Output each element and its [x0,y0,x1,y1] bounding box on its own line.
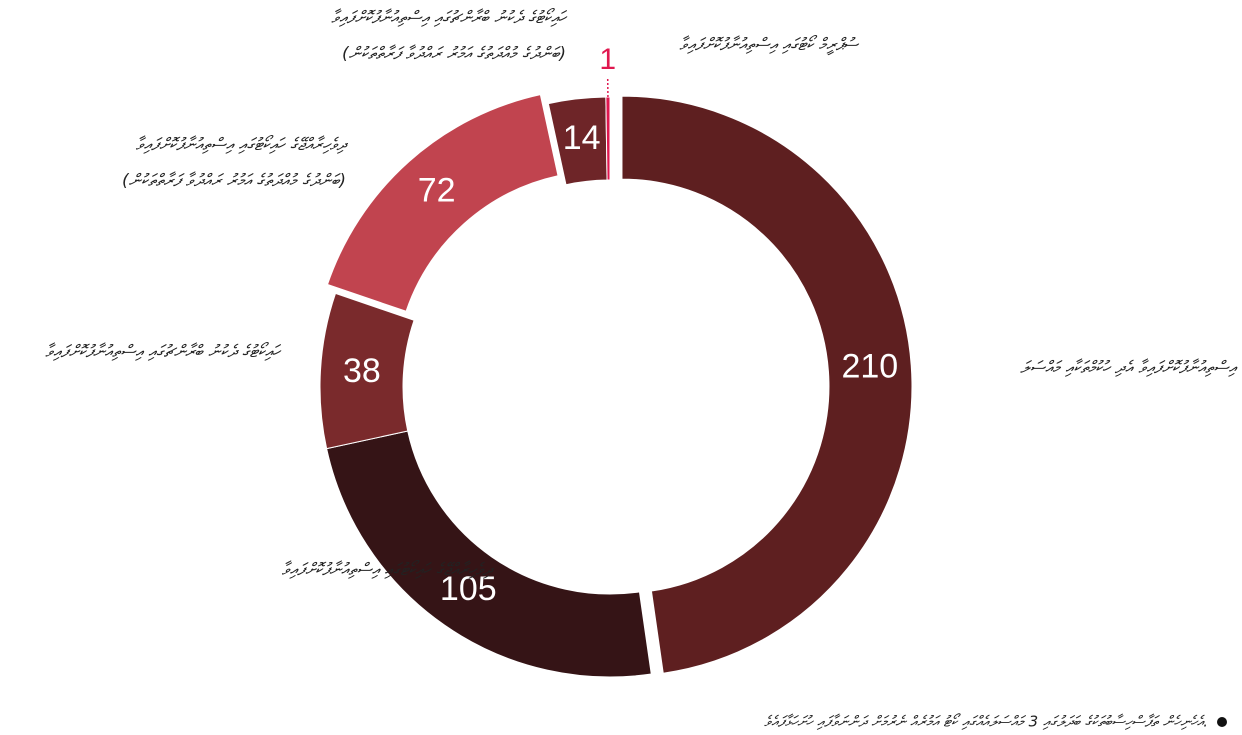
bullet [1217,717,1227,727]
donut-segment [326,430,652,678]
value-label: 210 [841,347,898,385]
value-label: 1 [599,43,616,76]
category-label: އިސްތިއުނާފުކޮށްފައިވާ އެދި ހުކުމްތަކާއި… [1020,358,1237,378]
donut-segment [319,292,415,450]
value-label: 105 [440,570,497,608]
donut-segment [605,96,611,181]
value-label: 72 [418,172,456,210]
category-label: (ބަންދުގެ މުއްދަތުގެ އަމުރު ރައްދުވާ ފަރ… [122,171,346,191]
donut-segment [326,94,559,312]
category-label: ދިވެހިރާއްޖޭގެ ހައިކޯޓުގައި އިސްތިއުނާފު… [136,134,349,155]
donut-segment [621,95,913,674]
category-label: (ބަންދުގެ މުއްދަތުގެ އަމުރު ރައްދުވާ ފަރ… [342,44,566,64]
category-label: ސުޕްރީމް ކޯޓުގައި އިސްތިއުނާފުކޮށްފައިވާ [679,34,860,56]
value-label: 14 [563,119,601,157]
category-label: ހައިކޯޓުގެ ދެކުނު ބްރާންޗުގައި އިސްތިއުނ… [45,341,282,362]
footnote: އެހެނިހެން ތަފާސްހިސާބުތަކުގެ ބަދަލުގައި… [764,713,1208,731]
value-label: 38 [343,352,381,390]
category-label: ދިވެހިރާއްޖޭގެ ހައިކޯޓުގައި އިސްތިއުނާފު… [282,559,495,580]
category-label: ހައިކޯޓުގެ ދެކުނު ބްރާންޗުގައި އިސްތިއުނ… [331,7,568,28]
